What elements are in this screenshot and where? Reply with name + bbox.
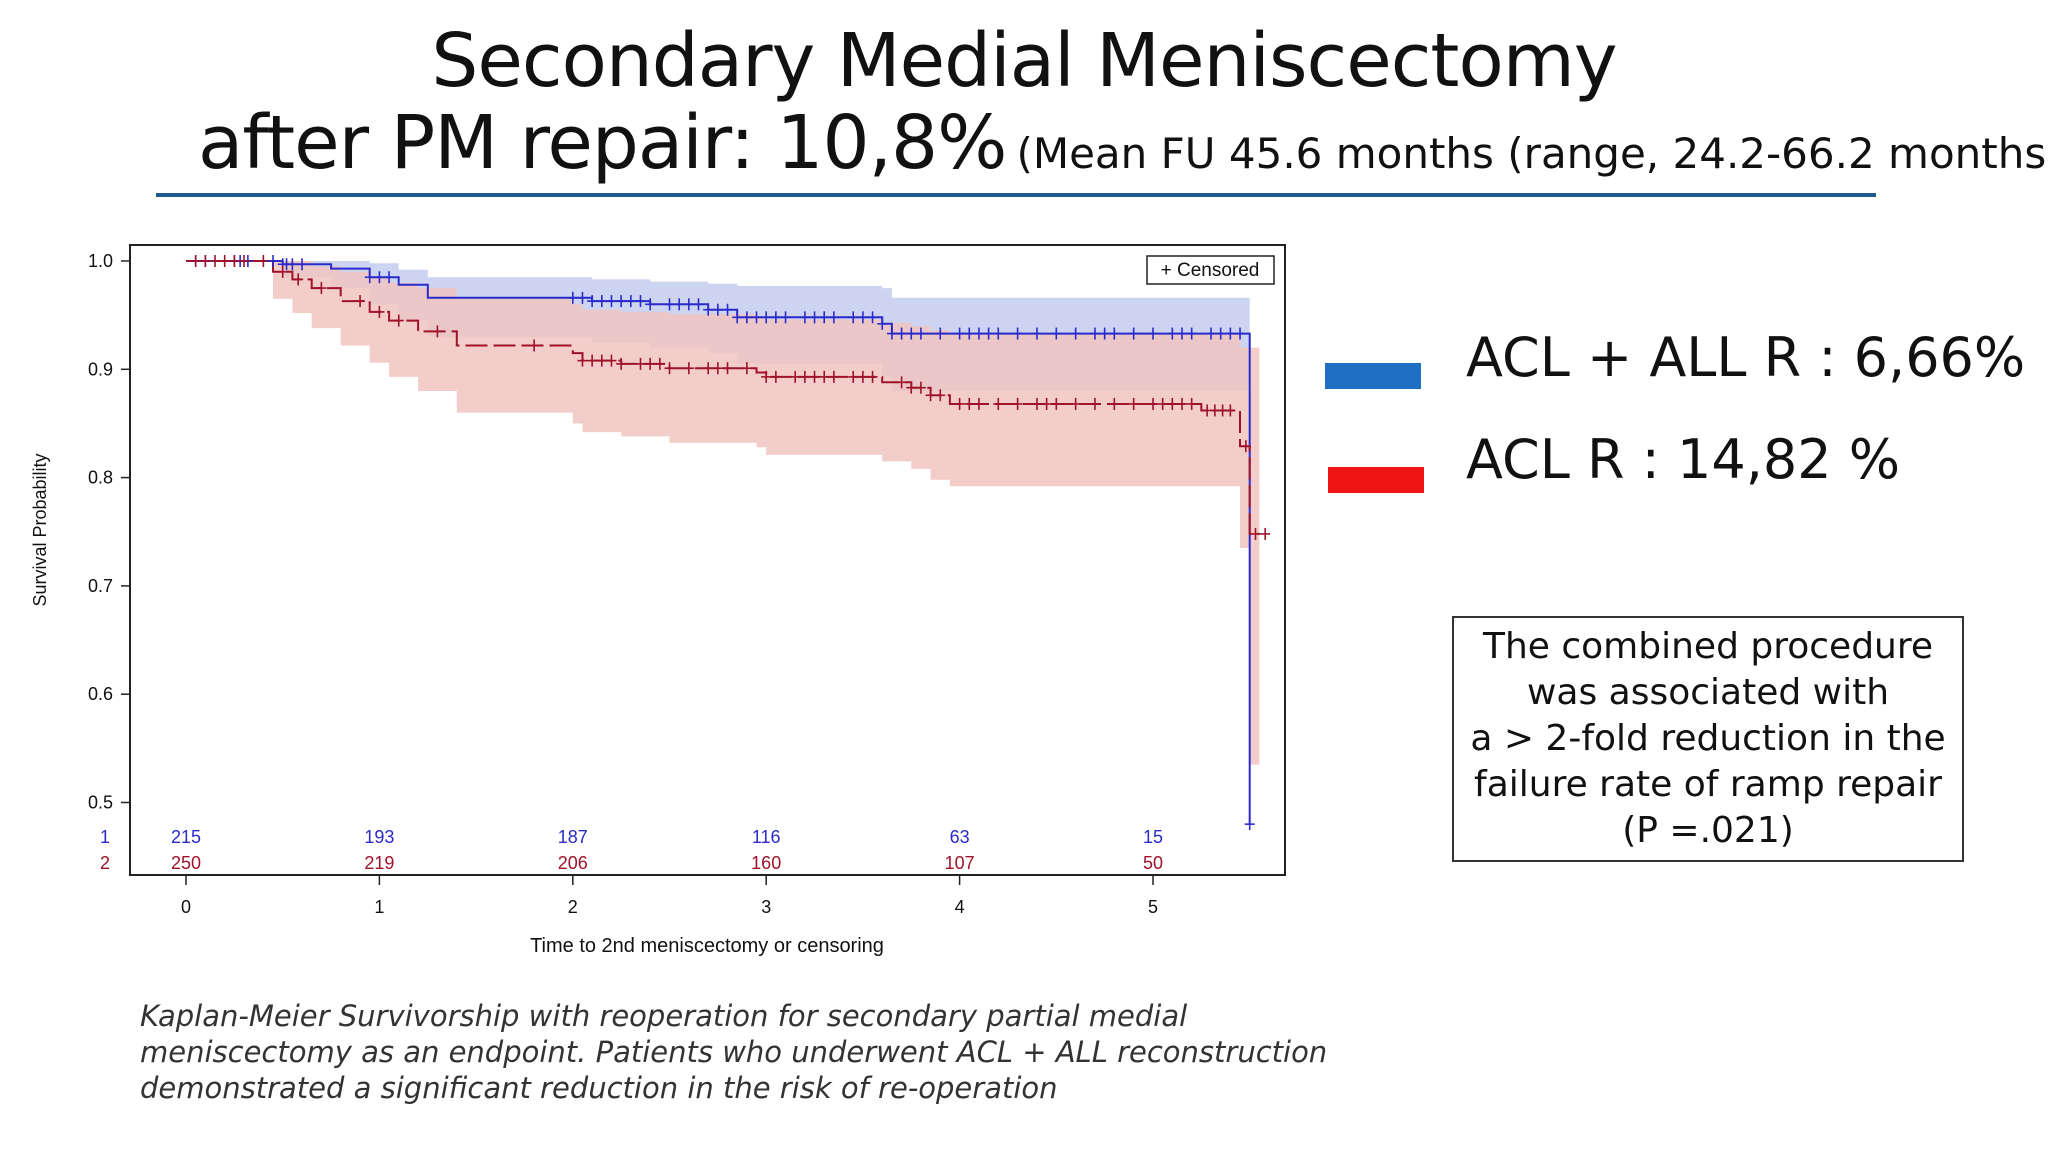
caption-line: Kaplan-Meier Survivorship with reoperati… [140,999,1188,1033]
at-risk-count: 116 [752,827,781,847]
legend-label-acl: ACL R : 14,82 % [1466,428,1901,491]
y-tick-label: 0.9 [88,359,113,379]
conclusion-box: The combined procedure was associated wi… [1452,616,1964,862]
at-risk-count: 107 [945,853,975,873]
legend-swatch-acl [1328,467,1424,493]
y-tick-label: 0.7 [88,576,113,596]
conclusion-line: (P =.021) [1622,810,1794,851]
conclusion-line: The combined procedure [1482,626,1934,667]
slide-title: Secondary Medial Meniscectomy [431,18,1617,104]
y-tick-label: 0.6 [88,684,113,704]
censor-legend: + Censored [1146,255,1275,285]
at-risk-count: 193 [364,827,394,847]
at-risk-count: 215 [171,827,201,847]
conclusion-line: a > 2-fold reduction in the [1470,718,1946,759]
title-underline [156,193,1876,197]
at-risk-count: 250 [171,853,201,873]
conclusion-text: The combined procedure was associated wi… [1470,624,1945,854]
censor-legend-text: + Censored [1161,260,1260,281]
conclusion-line: failure rate of ramp repair [1474,764,1942,805]
at-risk-count: 219 [364,853,394,873]
subtitle-main: after PM repair: 10,8% [198,100,1007,186]
at-risk-count: 63 [950,827,970,847]
at-risk-row-label: 2 [100,853,110,873]
y-axis-title: Survival Probability [30,453,50,606]
y-tick-label: 0.5 [88,793,113,813]
censor-legend-box [1146,255,1275,285]
caption-line: demonstrated a significant reduction in … [140,1071,1058,1105]
censor-marks [190,255,1271,831]
x-axis: 0 1 2 3 4 5 [181,875,1158,917]
legend-swatch-acl-all [1325,363,1421,389]
x-tick-label: 2 [568,897,578,917]
at-risk-row-label: 1 [100,827,110,847]
plot-frame [129,244,1286,876]
figure-caption: Kaplan-Meier Survivorship with reoperati… [140,998,1328,1106]
conclusion-line: was associated with [1526,672,1890,713]
at-risk-count: 50 [1143,853,1163,873]
at-risk-count: 206 [558,853,588,873]
x-axis-title: Time to 2nd meniscectomy or censoring [530,935,884,957]
y-tick-label: 1.0 [88,251,113,271]
ci-band-series-2 [186,261,1260,765]
x-tick-label: 5 [1148,897,1158,917]
subtitle-followup: (Mean FU 45.6 months (range, 24.2-66.2 m… [1016,129,2048,178]
at-risk-count: 160 [751,853,781,873]
x-tick-label: 0 [181,897,191,917]
x-tick-label: 4 [955,897,965,917]
slide-subtitle: after PM repair: 10,8% (Mean FU 45.6 mont… [198,100,2048,186]
y-tick-label: 0.8 [88,468,113,488]
caption-line: meniscectomy as an endpoint. Patients wh… [140,1035,1328,1069]
at-risk-count: 187 [558,827,588,847]
ci-bands [186,261,1260,765]
x-tick-label: 3 [761,897,771,917]
y-axis: 0.5 0.6 0.7 0.8 0.9 1.0 [88,251,130,813]
at-risk-table: 1 215 193 187 116 63 15 2 250 219 206 160 107 50 [100,827,1163,873]
x-tick-label: 1 [374,897,384,917]
at-risk-count: 15 [1143,827,1163,847]
legend-label-acl-all: ACL + ALL R : 6,66% [1466,326,2026,389]
